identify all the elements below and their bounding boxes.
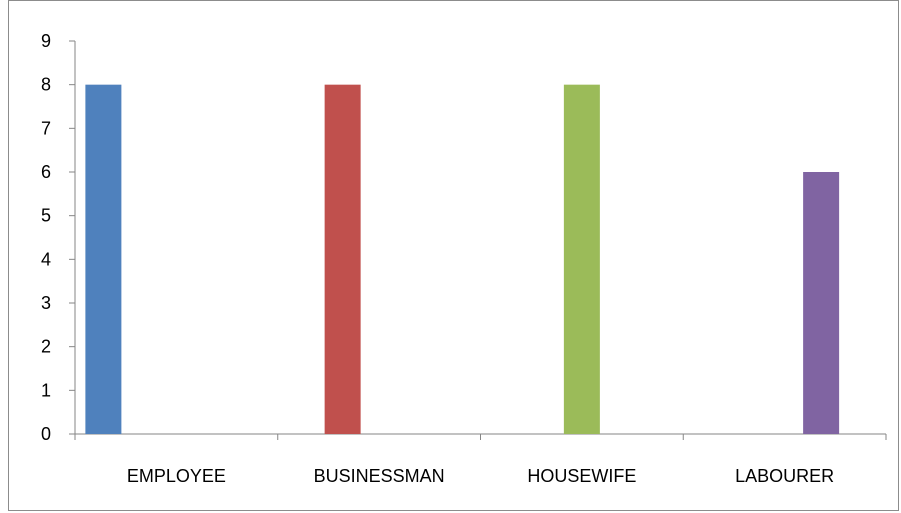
x-tick-label-housewife: HOUSEWIFE bbox=[527, 466, 636, 486]
bars bbox=[85, 84, 840, 435]
y-tick-label: 7 bbox=[41, 118, 51, 138]
y-tick-label: 1 bbox=[41, 380, 51, 400]
x-tick-label-employee: EMPLOYEE bbox=[127, 466, 226, 486]
bar-businessman bbox=[324, 84, 361, 435]
chart-frame bbox=[8, 0, 899, 511]
bar-employee bbox=[85, 84, 122, 435]
y-tick-label: 4 bbox=[41, 249, 51, 269]
y-tick-label: 5 bbox=[41, 206, 51, 226]
x-tick-label-labourer: LABOURER bbox=[735, 466, 834, 486]
bar-housewife bbox=[563, 84, 600, 435]
y-tick-label: 0 bbox=[41, 424, 51, 444]
y-tick-label: 2 bbox=[41, 337, 51, 357]
y-tick-label: 3 bbox=[41, 293, 51, 313]
bar-labourer bbox=[803, 172, 840, 434]
x-axis bbox=[74, 433, 887, 440]
x-tick-labels: EMPLOYEE BUSINESSMAN HOUSEWIFE LABOURER bbox=[127, 466, 834, 486]
y-tick-label: 6 bbox=[41, 162, 51, 182]
y-tick-label: 8 bbox=[41, 75, 51, 95]
x-tick-label-businessman: BUSINESSMAN bbox=[314, 466, 445, 486]
y-axis: 0 1 2 3 4 5 6 7 8 9 bbox=[41, 31, 76, 444]
y-tick-label: 9 bbox=[41, 31, 51, 51]
